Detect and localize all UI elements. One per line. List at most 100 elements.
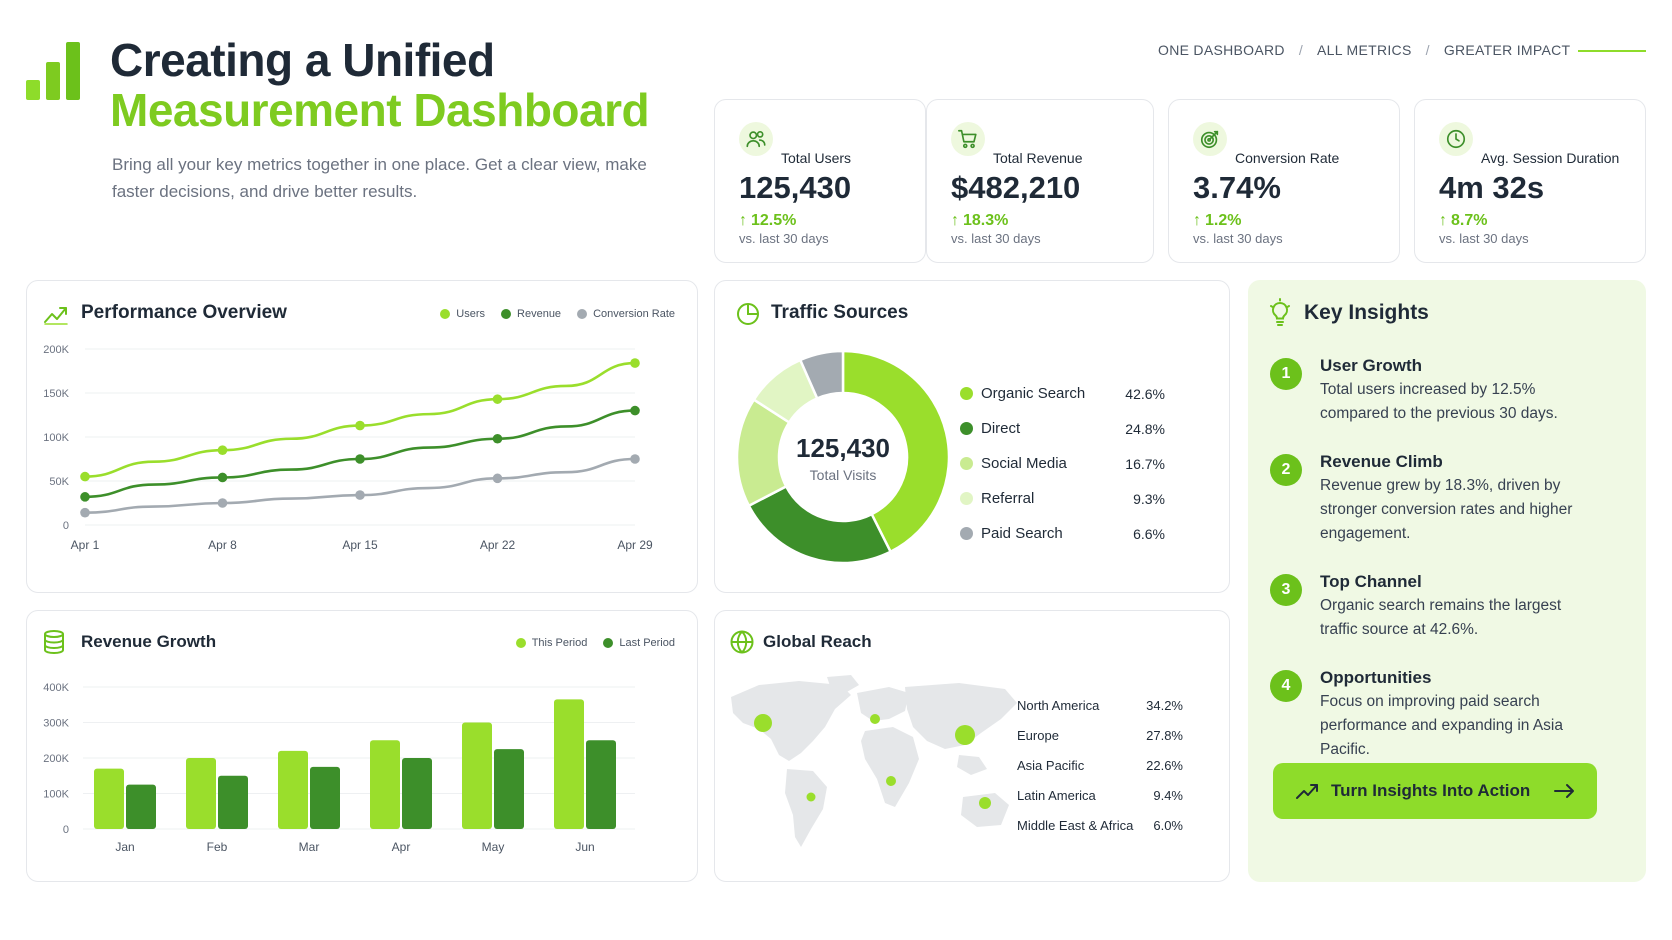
kpi-label: Total Revenue — [993, 150, 1083, 166]
data-point — [217, 498, 228, 508]
data-point — [355, 490, 365, 500]
clock-icon — [1439, 122, 1473, 156]
page-subtitle: Bring all your key metrics together in o… — [112, 155, 647, 201]
bar — [494, 749, 524, 829]
hotspot-asia — [955, 725, 975, 745]
panel-title: Key Insights — [1304, 301, 1429, 324]
bar — [278, 750, 308, 829]
data-point — [630, 454, 640, 464]
traffic-source-row[interactable]: Referral 9.3% — [960, 490, 1165, 507]
insight-number-badge: 3 — [1270, 574, 1302, 606]
world-map — [731, 675, 1017, 847]
breadcrumb-item[interactable]: ALL METRICS — [1317, 42, 1412, 58]
chart-legend: This Period Last Period — [515, 637, 675, 649]
legend-swatch — [960, 527, 973, 540]
kpi-delta: ↑ 18.3% — [951, 212, 1009, 229]
traffic-source-row[interactable]: Direct 24.8% — [960, 420, 1165, 437]
legend-swatch — [515, 638, 526, 648]
insight-text: Focus on improving paid search performan… — [1320, 693, 1563, 758]
legend-item[interactable]: Users — [440, 308, 485, 320]
breadcrumb-item[interactable]: GREATER IMPACT — [1443, 42, 1571, 58]
region-row[interactable]: North America 34.2% — [1017, 698, 1183, 713]
y-tick-label: 0 — [63, 824, 69, 836]
southeast-asia-shape — [957, 755, 987, 775]
breadcrumb-underline — [1578, 50, 1646, 52]
lightbulb-icon — [1270, 298, 1290, 326]
asia-shape — [905, 683, 1017, 749]
region-row[interactable]: Europe 27.8% — [1017, 728, 1183, 743]
panel-title: Traffic Sources — [771, 302, 909, 323]
bar — [554, 699, 584, 829]
data-point — [80, 471, 90, 482]
kpi-card-total-users[interactable]: Total Users 125,430 ↑ 12.5% vs. last 30 d… — [714, 99, 926, 263]
performance-line-chart: 0 50K 100K 150K 200K Apr 1 Apr 8 Apr 15 Apr 22 Ap… — [43, 344, 653, 552]
donut-center-label: Total Visits — [809, 467, 877, 483]
performance-overview-panel: Performance Overview Users Revenue Conve… — [26, 280, 698, 593]
traffic-source-row[interactable]: Organic Search 42.6% — [960, 385, 1165, 402]
database-icon — [44, 630, 64, 655]
bar — [402, 758, 432, 829]
y-tick-label: 400K — [43, 682, 69, 694]
panel-title: Global Reach — [763, 632, 872, 651]
kpi-card-avg-session-duration[interactable]: Avg. Session Duration 4m 32s ↑ 8.7% vs. l… — [1414, 99, 1646, 263]
breadcrumb-item[interactable]: ONE DASHBOARD — [1158, 42, 1285, 58]
kpi-delta: ↑ 1.2% — [1193, 212, 1242, 229]
breadcrumb: ONE DASHBOARD / ALL METRICS / GREATER IM… — [1158, 42, 1570, 58]
legend-item[interactable]: Revenue — [501, 308, 561, 320]
data-point — [217, 472, 228, 483]
insight-title: User Growth — [1320, 356, 1423, 375]
trend-up-icon — [1296, 784, 1318, 799]
panel-title: Performance Overview — [81, 302, 287, 323]
traffic-source-row[interactable]: Paid Search 6.6% — [960, 525, 1165, 542]
data-point — [492, 433, 503, 444]
kpi-card-total-revenue[interactable]: Total Revenue $482,210 ↑ 18.3% vs. last 3… — [926, 99, 1154, 263]
africa-shape — [861, 727, 919, 807]
kpi-value: 125,430 — [739, 170, 852, 205]
page-title-accent: Measurement Dashboard — [110, 84, 650, 136]
europe-shape — [857, 687, 909, 721]
legend-swatch — [440, 309, 451, 319]
turn-insights-into-action-button[interactable]: Turn Insights Into Action — [1273, 763, 1597, 819]
insight-number-badge: 1 — [1270, 358, 1302, 390]
data-point — [217, 445, 228, 455]
traffic-sources-panel: Traffic Sources 125,430 Total Visits Org… — [714, 280, 1230, 593]
x-tick-label: Jan — [115, 840, 134, 854]
australia-shape — [961, 793, 1009, 827]
kpi-period: vs. last 30 days — [1193, 231, 1283, 246]
y-tick-label: 100K — [43, 789, 69, 801]
legend-item[interactable]: Conversion Rate — [577, 308, 675, 320]
insight-text: Revenue grew by 18.3%, driven by stronge… — [1320, 477, 1573, 542]
legend-item[interactable]: Last Period — [603, 637, 675, 649]
revenue-bar-chart: 0 100K 200K 300K 400K Jan Feb Mar Apr May Jun — [43, 682, 635, 854]
cart-icon — [951, 122, 985, 156]
data-point — [80, 492, 90, 502]
arrow-right-icon — [1554, 784, 1574, 798]
legend-swatch — [501, 309, 512, 319]
region-row[interactable]: Latin America 9.4% — [1017, 788, 1183, 803]
kpi-value: $482,210 — [951, 170, 1081, 205]
kpi-card-conversion-rate[interactable]: Conversion Rate 3.74% ↑ 1.2% vs. last 30 … — [1168, 99, 1400, 263]
insight-number-badge: 2 — [1270, 454, 1302, 486]
hotspot-latin-america — [806, 792, 816, 802]
north-america-shape — [731, 681, 851, 761]
hotspot-europe — [870, 714, 880, 724]
bar — [462, 722, 492, 829]
bar — [94, 768, 124, 829]
traffic-source-row[interactable]: Social Media 16.7% — [960, 455, 1165, 472]
breadcrumb-separator: / — [1298, 42, 1304, 58]
arrow-up-icon: ↑ — [1193, 212, 1201, 229]
insight-title: Opportunities — [1320, 668, 1432, 687]
target-icon — [1193, 122, 1227, 156]
region-row[interactable]: Asia Pacific 22.6% — [1017, 758, 1183, 773]
region-row[interactable]: Middle East & Africa 6.0% — [1017, 818, 1183, 833]
kpi-period: vs. last 30 days — [739, 231, 829, 246]
legend-item[interactable]: This Period — [515, 637, 587, 649]
x-tick-label: Jun — [575, 840, 594, 854]
arrow-up-icon: ↑ — [739, 212, 747, 229]
globe-icon — [730, 630, 754, 654]
pie-chart-icon — [737, 303, 759, 325]
bar — [126, 784, 156, 829]
legend-swatch — [960, 457, 973, 470]
x-tick-label: Mar — [299, 840, 320, 854]
x-tick-label: May — [482, 840, 505, 854]
